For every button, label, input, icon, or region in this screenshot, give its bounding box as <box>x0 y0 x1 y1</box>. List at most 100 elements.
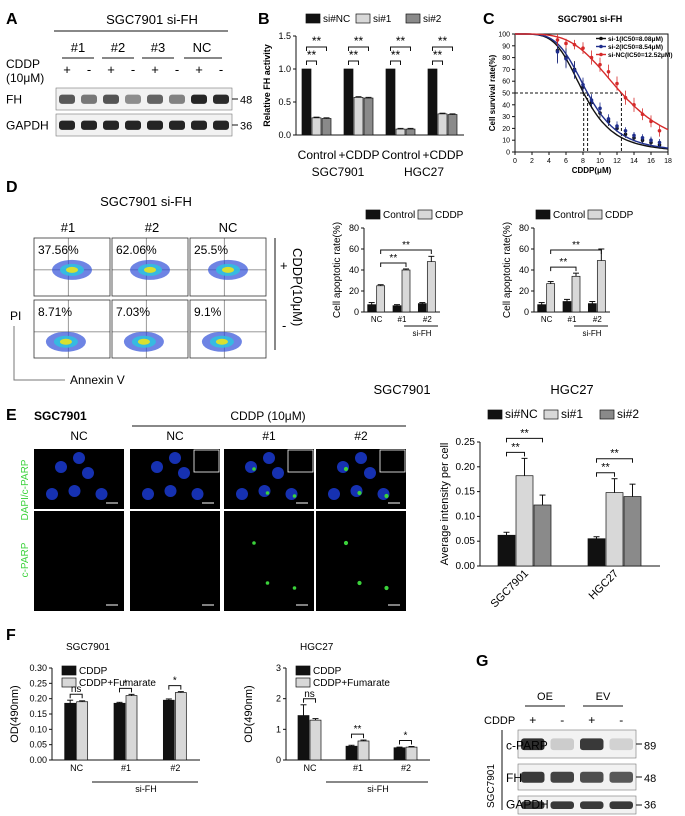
data-point <box>572 42 577 47</box>
x-tick-label: 12 <box>613 158 621 165</box>
legend-entry: CDDP <box>435 210 464 221</box>
legend-entry: si#1 <box>561 407 583 421</box>
x-tick-label: 14 <box>630 158 638 165</box>
legend-swatch <box>587 209 603 220</box>
g-blot-c-parp-band <box>521 738 545 751</box>
y-tick-label: 100 <box>498 32 510 39</box>
g-blot-gapdh-band <box>609 801 633 809</box>
y-tick-label: 60 <box>349 244 359 254</box>
bar-CDDP <box>546 283 556 313</box>
g-blot-gapdh-band <box>550 801 574 809</box>
y-tick-label: 30 <box>502 114 510 121</box>
y-tick-label: 20 <box>502 126 510 133</box>
panel-a-cddp-label: CDDP <box>6 57 40 71</box>
flow-percentage: 7.03% <box>116 305 150 319</box>
significance-label: ** <box>610 448 619 460</box>
y-tick-label: 60 <box>502 79 510 86</box>
y-tick-label: 40 <box>349 265 359 275</box>
data-point <box>598 62 602 67</box>
g-blot-gapdh-label: GAPDH <box>506 798 549 812</box>
panel-b: B 0.0 0.5 1.0 1.5 Relative FH activity Contro… <box>258 11 464 179</box>
x-tick-label: 2 <box>530 158 534 165</box>
category-label: +CDDP <box>422 148 463 162</box>
legend-entry: Control <box>553 210 585 221</box>
fh-blot-band <box>191 94 207 104</box>
y-tick-label: 0 <box>276 755 281 765</box>
significance-bracket <box>550 249 602 254</box>
data-point <box>572 68 577 73</box>
significance-bracket <box>119 687 132 693</box>
significance-label: ** <box>559 257 567 268</box>
g-blot-fh-band <box>521 771 545 783</box>
significance-label: ** <box>438 34 448 48</box>
legend-entry: si-1(IC50=8.08μM) <box>608 36 663 43</box>
microscopy-column-label: #2 <box>354 429 368 443</box>
chart-caption: HGC27 <box>550 382 593 397</box>
legend-marker <box>599 52 603 57</box>
significance-label: ** <box>511 441 520 453</box>
legend-entry: CDDP <box>605 210 634 221</box>
flow-density-core <box>144 266 156 273</box>
data-point <box>657 140 662 145</box>
nucleus <box>350 485 363 497</box>
y-axis-label: Average intensity per cell <box>439 443 451 566</box>
g-blot-c-parp-label: c-PARP <box>506 739 548 753</box>
g-blot-fh-band <box>580 771 604 783</box>
y-tick-label: 0 <box>506 150 510 157</box>
g-blot-fh-kda: 48 <box>644 773 656 785</box>
significance-bracket <box>168 685 182 690</box>
g-blot-c-parp-kda: 89 <box>644 741 656 753</box>
c-parp-signal <box>357 580 362 586</box>
microscopy-tile <box>316 511 406 611</box>
microscopy-grid: NC NC #1 #2 DAPI/c-PARP c-PARP <box>20 429 406 611</box>
data-point <box>615 81 619 86</box>
panel-a-signs: + - + - + - + - <box>63 62 223 77</box>
panel-letter-c: C <box>483 11 495 28</box>
microscopy-tile <box>130 511 220 611</box>
od-chart-hgc27: 0 1 2 3 OD(490nm) NC #1 #2 HGC27 CDDPCDDP+Fumarat… <box>243 642 430 794</box>
legend-entry: CDDP <box>313 666 342 677</box>
panel-d-x-axis: Annexin V <box>70 373 125 387</box>
panel-a-blots: FH 48 GAPDH 36 <box>6 87 252 137</box>
bar-CDDP <box>113 702 126 761</box>
significance-bracket <box>390 46 411 51</box>
legend-marker <box>599 36 603 41</box>
y-tick-label: 20 <box>349 286 359 296</box>
panel-letter-a: A <box>6 11 18 28</box>
panel-d-group-1: #1 <box>61 220 75 235</box>
panel-e-treatment: CDDP (10μM) <box>230 409 305 423</box>
category-label: #1 <box>353 763 363 773</box>
flow-cytometry-grid: 37.56% 62.06% 25.5% 8.71% 7.03% 9.1% <box>33 237 267 359</box>
y-axis-label: Relative FH activity <box>262 44 272 127</box>
category-label: HGC27 <box>587 568 621 602</box>
panel-a-title: SGC7901 si-FH <box>106 12 198 27</box>
legend-entry: Control <box>383 210 415 221</box>
bar-CDDP <box>393 747 406 761</box>
significance-label: ** <box>520 427 529 439</box>
significance-label: ** <box>389 253 397 264</box>
panel-a-group-1: #1 <box>71 40 85 55</box>
fh-blot-band <box>213 94 229 104</box>
x-tick-label: 0 <box>513 158 517 165</box>
bar-CDDP+Fumarate <box>405 746 418 761</box>
inset-box <box>287 449 314 473</box>
bar-CDDP <box>376 285 386 313</box>
bar-CDDP+Fumarate <box>357 740 370 761</box>
chart-title: SGC7901 <box>66 642 110 653</box>
significance-label: ** <box>307 48 317 62</box>
bar-si#2 <box>321 118 332 136</box>
bar-Control <box>587 303 597 313</box>
significance-bracket <box>506 451 525 457</box>
panel-g: G OE EV CDDP + - + - SGC7901 c-PARP 89 FH 48 GA… <box>476 653 656 815</box>
chart-title: HGC27 <box>300 642 334 653</box>
nucleus <box>164 485 177 497</box>
g-blot-c-parp-band <box>580 738 604 751</box>
x-tick-label: 10 <box>596 158 604 165</box>
bar-si#2 <box>405 128 416 136</box>
y-tick-label: 0.00 <box>456 561 476 572</box>
bar-Control <box>392 305 402 313</box>
fh-blot-kda: 48 <box>240 94 252 106</box>
x-tick-label: 18 <box>664 158 672 165</box>
y-tick-label: 0.10 <box>29 724 47 734</box>
flow-density-core <box>222 266 234 273</box>
